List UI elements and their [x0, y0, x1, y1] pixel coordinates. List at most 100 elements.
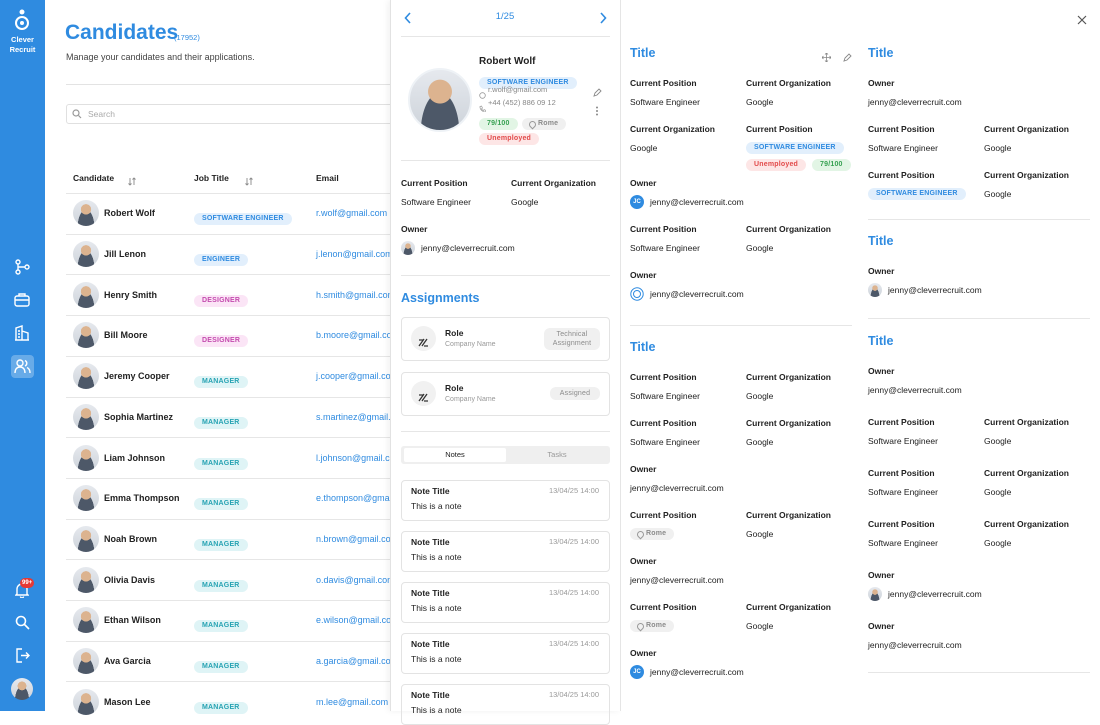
user-avatar[interactable]: [11, 678, 33, 700]
column-header: Candidate: [73, 173, 115, 183]
score-tag-wrap: 79/100: [479, 112, 679, 130]
divider: [66, 559, 390, 561]
logo-mark-svg: [418, 338, 428, 347]
candidate-email: s.martinez@gmail.com: [316, 411, 408, 422]
candidate-name: Olivia Davis: [104, 574, 156, 585]
assignment-role: Role: [445, 328, 464, 338]
assignment-card[interactable]: [401, 317, 610, 361]
tab[interactable]: Tasks: [547, 450, 567, 459]
divider: [868, 219, 1090, 220]
field-value: jenny@cleverrecruit.com: [868, 385, 962, 395]
job-tag: SOFTWARE ENGINEER: [194, 213, 292, 226]
more-button-svg[interactable]: [595, 106, 599, 116]
sort-icon-svg[interactable]: [245, 177, 253, 186]
close-button[interactable]: [1077, 12, 1087, 25]
prev-button-svg[interactable]: [404, 12, 412, 24]
field-label: Owner: [401, 224, 428, 234]
job-tag: MANAGER: [194, 579, 248, 592]
field-label: Owner: [630, 270, 657, 280]
assignment-card[interactable]: [401, 371, 610, 416]
tag: SOFTWARE ENGINEER: [746, 142, 844, 154]
field-label: Current Organization: [630, 124, 716, 134]
candidate-name: Henry Smith: [104, 289, 158, 300]
note-card[interactable]: [401, 582, 610, 623]
nav-companies[interactable]: [14, 325, 30, 341]
logo-mark-svg: [418, 393, 428, 402]
tag: Rome: [630, 528, 675, 540]
field-value: Google: [746, 97, 774, 107]
field-label: Current Organization: [984, 170, 1070, 180]
next-button-svg[interactable]: [599, 12, 607, 24]
field-label: Current Position: [746, 124, 813, 134]
assignment-status-tag: Technical Assignment: [544, 328, 600, 350]
edit-icon-svg[interactable]: [843, 53, 852, 62]
nav-pipeline[interactable]: [15, 259, 30, 275]
close-button-svg[interactable]: [1077, 15, 1087, 25]
nav-logout[interactable]: [15, 648, 30, 663]
candidate-email: l.johnson@gmail.com: [316, 452, 403, 463]
job-tag: ENGINEER: [194, 254, 249, 266]
field-value: Google: [511, 197, 539, 207]
location-tag-wrap: Rome: [522, 112, 722, 130]
candidate-name: Sophia Martinez: [104, 411, 174, 422]
field-value: Google: [746, 621, 774, 631]
search-box[interactable]: [66, 104, 396, 124]
sort-icon[interactable]: [128, 173, 136, 186]
edit-icon[interactable]: [843, 49, 852, 62]
section-title: Title: [868, 234, 894, 248]
sort-icon-svg-part: [245, 177, 253, 186]
note-card[interactable]: [401, 633, 610, 674]
more-button[interactable]: [595, 103, 599, 116]
prev-button[interactable]: [404, 11, 412, 24]
nav-candidates[interactable]: [14, 359, 31, 374]
field-label: Current Organization: [746, 224, 832, 234]
nav-companies-part-part: [15, 325, 29, 341]
note-date: 13/04/25 14:00: [548, 690, 599, 699]
brand: Clever: [11, 35, 34, 44]
nav-candidates-part: [14, 359, 31, 374]
field-label: Current Position: [630, 602, 697, 612]
job-tag: MANAGER: [194, 538, 248, 551]
field-label: Current Organization: [984, 417, 1070, 427]
nav-active[interactable]: [11, 355, 34, 378]
divider: [66, 600, 390, 601]
next-button[interactable]: [599, 11, 607, 24]
candidate-email: r.wolf@gmail.com: [316, 208, 388, 219]
move-icon-svg[interactable]: [821, 52, 832, 63]
field-label: Current Organization: [511, 178, 597, 188]
record-panel: [620, 0, 1100, 711]
note-card[interactable]: [401, 480, 610, 521]
candidate-name: Mason Lee: [104, 696, 151, 707]
divider: [66, 315, 390, 317]
assignment-status-tag: Assigned: [550, 387, 600, 400]
edit-button-svg[interactable]: [593, 88, 602, 97]
field-value: Software Engineer: [630, 243, 700, 253]
job-tag-wrap: MANAGER: [194, 370, 394, 389]
job-tag: MANAGER: [194, 457, 248, 470]
job-tag: DESIGNER: [194, 335, 249, 348]
candidate-email: o.davis@gmail.com: [316, 574, 395, 585]
note-date: 13/04/25 14:00: [548, 486, 599, 495]
search-icon: [72, 109, 82, 119]
sort-icon-svg[interactable]: [128, 177, 136, 186]
candidate-avatar: [73, 688, 99, 715]
note-card[interactable]: [401, 531, 610, 572]
move-icon[interactable]: [821, 49, 832, 63]
assignment-role: Role: [445, 382, 464, 393]
divider: [868, 318, 1090, 319]
tag-list: Rome: [630, 620, 742, 660]
field-value: Google: [984, 189, 1012, 199]
edit-button[interactable]: [593, 84, 602, 97]
move-icon-svg-part: [821, 52, 832, 63]
nav-search[interactable]: [15, 615, 30, 630]
tab[interactable]: Notes: [445, 450, 465, 459]
tab-active[interactable]: [404, 448, 506, 462]
note-date: 13/04/25 14:00: [548, 537, 599, 546]
nav-pipeline-part-part: [15, 269, 21, 275]
note-date: 13/04/25 14:00: [548, 588, 599, 597]
pager: 1/25: [495, 11, 515, 22]
owner-avatar: [401, 241, 415, 255]
sort-icon[interactable]: [245, 173, 253, 186]
nav-jobs[interactable]: [14, 292, 30, 307]
logo-mark-svg-part: [418, 338, 428, 347]
